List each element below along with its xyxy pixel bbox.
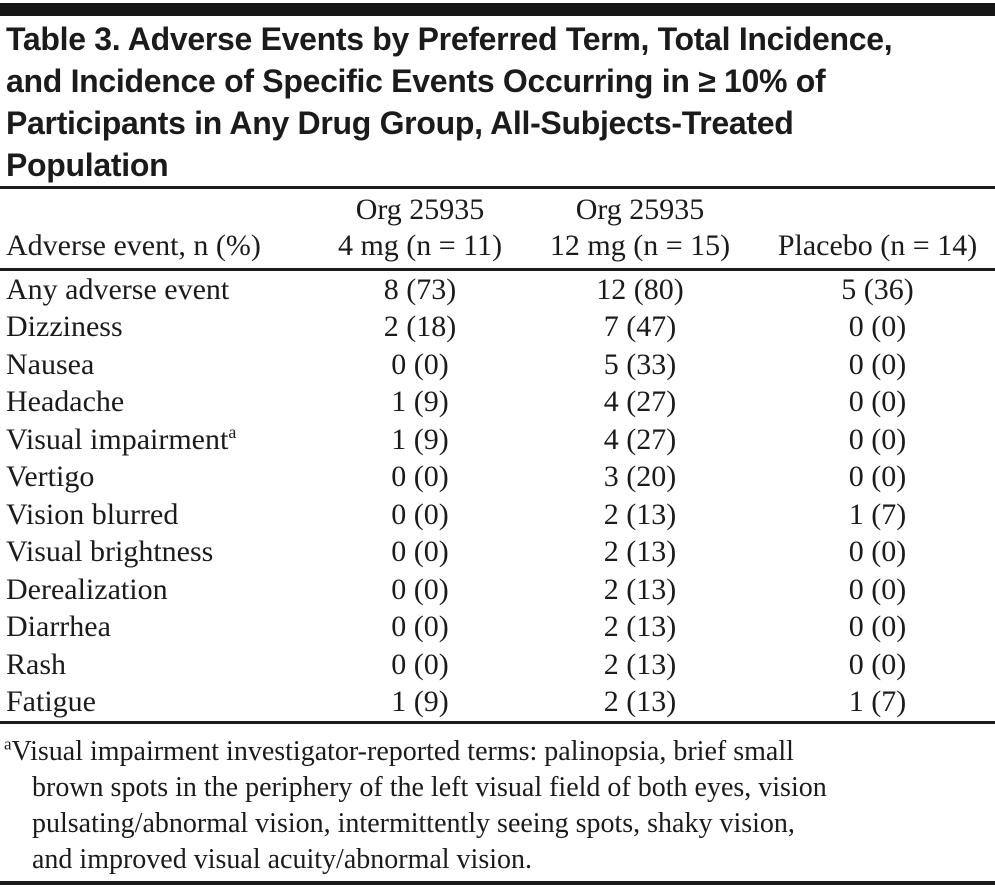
table-row: Derealization 0 (0) 2 (13) 0 (0) [0, 571, 995, 609]
cell-org-4mg-value: 2 (18) [383, 310, 457, 344]
table-title-line: Table 3. Adverse Events by Preferred Ter… [6, 21, 893, 57]
cell-org-4mg-value: 8 (73) [383, 272, 457, 306]
column-header-line: 4 mg (n = 11) [337, 229, 503, 262]
cell-org-12mg-value: 2 (13) [603, 685, 677, 719]
cell-org-4mg-value: 0 (0) [391, 497, 449, 531]
table-row: Vision blurred 0 (0) 2 (13) 1 (7) [0, 496, 995, 534]
cell-event-name: Nausea [6, 347, 95, 381]
cell-org-4mg-value: 1 (9) [391, 685, 449, 719]
cell-org-12mg-value: 7 (47) [603, 310, 677, 344]
cell-event-name: Rash [6, 647, 66, 681]
table-row: Nausea 0 (0) 5 (33) 0 (0) [0, 346, 995, 384]
cell-org-12mg-value: 4 (27) [603, 385, 677, 419]
cell-org-4mg-value: 0 (0) [391, 572, 449, 606]
cell-placebo-value: 0 (0) [848, 422, 907, 456]
column-header-line: Org 25935 [355, 193, 485, 226]
column-header-line: Org 25935 [575, 193, 705, 226]
footnote-line: and improved visual acuity/abnormal visi… [32, 844, 533, 875]
cell-event-name: Headache [6, 385, 125, 419]
cell-placebo-value: 0 (0) [848, 535, 907, 569]
cell-placebo-value: 0 (0) [848, 610, 907, 644]
cell-placebo-value: 0 (0) [848, 572, 907, 606]
column-header-adverse-event: Adverse event, n (%) [6, 229, 261, 262]
header-divider-rule [0, 268, 995, 271]
title-divider-rule [0, 186, 995, 189]
cell-event-name: Visual brightness [6, 535, 214, 569]
table-bottom-rule [0, 721, 995, 724]
footnote-marker: a [4, 734, 12, 754]
cell-org-12mg-value: 12 (80) [596, 272, 684, 306]
cell-placebo-value: 0 (0) [848, 647, 907, 681]
cell-org-12mg-value: 2 (13) [603, 572, 677, 606]
footnote-line: brown spots in the periphery of the left… [32, 772, 827, 803]
cell-org-4mg-value: 0 (0) [391, 347, 449, 381]
cell-org-12mg-value: 2 (13) [603, 535, 677, 569]
cell-org-4mg-value: 0 (0) [391, 647, 449, 681]
table-row: Rash 0 (0) 2 (13) 0 (0) [0, 646, 995, 684]
table-row: Diarrhea 0 (0) 2 (13) 0 (0) [0, 609, 995, 647]
cell-event-name: Diarrhea [6, 610, 111, 644]
cell-org-12mg-value: 3 (20) [603, 460, 677, 494]
event-name-text: Visual impairment [6, 422, 229, 456]
cell-org-12mg-value: 2 (13) [603, 610, 677, 644]
figure-bottom-rule [0, 881, 995, 885]
cell-org-4mg-value: 1 (9) [391, 385, 449, 419]
table-row: Any adverse event 8 (73) 12 (80) 5 (36) [0, 271, 995, 309]
cell-event-name: Dizziness [6, 310, 123, 344]
table-row: Vertigo 0 (0) 3 (20) 0 (0) [0, 459, 995, 497]
table-row: Visual brightness 0 (0) 2 (13) 0 (0) [0, 534, 995, 572]
cell-org-4mg-value: 0 (0) [391, 460, 449, 494]
column-headers: Adverse event, n (%) Org 25935 4 mg (n =… [0, 189, 995, 268]
footnote-text: Visual impairment investigator-reported … [11, 736, 794, 767]
table-row: Headache 1 (9) 4 (27) 0 (0) [0, 384, 995, 422]
cell-org-4mg-value: 0 (0) [391, 610, 449, 644]
footnote-ref-a: a [228, 421, 237, 442]
cell-placebo-value: 5 (36) [841, 272, 914, 306]
cell-placebo-value: 0 (0) [848, 347, 907, 381]
cell-event-name: Visual impairmenta [0, 421, 320, 459]
cell-event-name: Derealization [6, 572, 168, 606]
cell-event-name: Vertigo [6, 460, 95, 494]
cell-org-4mg-value: 1 (9) [391, 422, 449, 456]
cell-org-12mg-value: 4 (27) [603, 422, 677, 456]
column-header-org-12mg: Org 25935 12 mg (n = 15) [520, 192, 760, 268]
cell-org-12mg-value: 2 (13) [603, 647, 677, 681]
top-bar-rule [0, 3, 995, 16]
column-header-line: 12 mg (n = 15) [549, 229, 731, 262]
footnote-line: pulsating/abnormal vision, intermittentl… [32, 808, 795, 839]
table-title-line: Participants in Any Drug Group, All-Subj… [6, 105, 794, 141]
column-header-line: Placebo (n = 14) [777, 229, 978, 262]
cell-org-12mg-value: 2 (13) [603, 497, 677, 531]
column-header-placebo: Placebo (n = 14) [760, 228, 995, 268]
column-header-org-4mg: Org 25935 4 mg (n = 11) [320, 192, 520, 268]
cell-event-name: Any adverse event [6, 272, 230, 306]
adverse-events-table: Any adverse event 8 (73) 12 (80) 5 (36) … [0, 271, 995, 721]
table-row: Fatigue 1 (9) 2 (13) 1 (7) [0, 684, 995, 722]
table-title-line: Population [6, 147, 169, 183]
cell-event-name: Fatigue [6, 685, 96, 719]
cell-placebo-value: 0 (0) [848, 385, 907, 419]
cell-placebo-value: 0 (0) [848, 460, 907, 494]
footnote: aVisual impairment investigator-reported… [0, 724, 995, 881]
cell-placebo-value: 1 (7) [848, 685, 907, 719]
cell-placebo-value: 0 (0) [848, 310, 907, 344]
cell-placebo-value: 1 (7) [848, 497, 907, 531]
table-row: Visual impairmenta 1 (9) 4 (27) 0 (0) [0, 421, 995, 459]
cell-org-12mg-value: 5 (33) [603, 347, 677, 381]
footnote-line: aVisual impairment investigator-reported… [4, 734, 989, 770]
cell-event-name: Vision blurred [6, 497, 179, 531]
table-title-line: and Incidence of Specific Events Occurri… [6, 63, 826, 99]
table-row: Dizziness 2 (18) 7 (47) 0 (0) [0, 309, 995, 347]
cell-org-4mg-value: 0 (0) [391, 535, 449, 569]
table-title: Table 3. Adverse Events by Preferred Ter… [0, 16, 995, 186]
